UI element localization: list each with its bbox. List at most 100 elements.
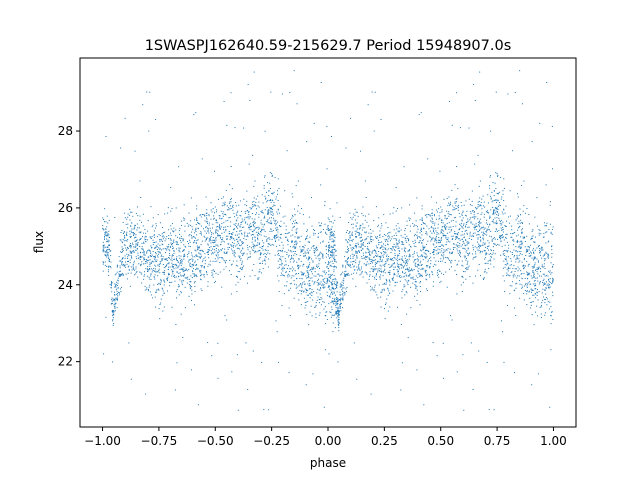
scatter-point xyxy=(331,306,333,308)
scatter-point xyxy=(527,265,529,267)
scatter-point xyxy=(178,294,180,296)
scatter-point xyxy=(295,247,297,249)
scatter-point xyxy=(229,225,231,227)
scatter-point xyxy=(149,259,151,261)
scatter-point xyxy=(170,242,172,244)
scatter-point xyxy=(532,229,534,231)
scatter-point xyxy=(194,274,196,276)
scatter-point xyxy=(535,268,537,270)
scatter-point xyxy=(471,239,473,240)
scatter-point xyxy=(242,220,244,222)
scatter-point xyxy=(224,261,226,263)
scatter-point xyxy=(128,342,130,344)
scatter-point xyxy=(405,291,407,293)
scatter-point xyxy=(183,267,185,269)
scatter-point xyxy=(491,253,493,255)
scatter-point xyxy=(126,218,128,220)
scatter-point xyxy=(309,311,311,313)
scatter-point xyxy=(248,214,250,216)
scatter-point xyxy=(379,257,381,259)
scatter-point xyxy=(313,234,315,236)
scatter-point xyxy=(332,251,334,253)
scatter-point xyxy=(159,247,161,249)
scatter-point xyxy=(106,249,108,251)
scatter-point xyxy=(467,218,469,220)
scatter-point xyxy=(424,271,426,273)
scatter-point xyxy=(267,222,269,224)
scatter-point xyxy=(455,92,457,94)
scatter-point xyxy=(447,237,449,239)
scatter-point xyxy=(328,262,330,264)
scatter-point xyxy=(119,288,121,290)
scatter-point xyxy=(301,285,303,287)
scatter-point xyxy=(422,255,424,257)
scatter-point xyxy=(426,266,428,268)
scatter-point xyxy=(537,292,539,294)
scatter-point xyxy=(442,229,444,231)
scatter-point xyxy=(354,219,356,221)
scatter-point xyxy=(319,231,321,233)
scatter-point xyxy=(191,289,193,291)
scatter-point xyxy=(334,288,336,290)
scatter-point xyxy=(336,283,338,285)
scatter-point xyxy=(132,250,134,252)
scatter-point xyxy=(503,209,505,211)
scatter-point xyxy=(404,249,406,251)
scatter-point xyxy=(537,273,539,275)
scatter-point xyxy=(127,272,129,274)
scatter-point xyxy=(170,225,172,227)
scatter-point xyxy=(547,283,549,285)
scatter-point xyxy=(217,256,219,258)
scatter-point xyxy=(314,306,316,308)
scatter-point xyxy=(213,282,215,284)
scatter-point xyxy=(139,246,141,248)
scatter-point xyxy=(319,275,321,277)
scatter-point xyxy=(147,269,149,271)
scatter-point xyxy=(186,241,188,243)
scatter-point xyxy=(443,254,445,256)
scatter-point xyxy=(337,320,339,322)
scatter-point xyxy=(437,241,439,243)
scatter-point xyxy=(162,288,164,290)
scatter-point xyxy=(129,219,131,221)
scatter-point xyxy=(531,231,533,233)
scatter-point xyxy=(118,287,119,289)
scatter-point xyxy=(527,250,529,252)
scatter-point xyxy=(335,286,337,288)
scatter-point xyxy=(318,273,320,275)
scatter-point xyxy=(349,265,351,267)
scatter-point xyxy=(369,252,370,254)
scatter-point xyxy=(303,272,305,274)
scatter-point xyxy=(229,236,231,238)
scatter-point xyxy=(474,228,476,230)
scatter-point xyxy=(455,205,457,207)
scatter-point xyxy=(240,267,242,269)
scatter-point xyxy=(221,286,223,288)
scatter-point xyxy=(280,220,282,222)
scatter-point xyxy=(472,232,474,234)
scatter-point xyxy=(418,241,420,243)
scatter-point xyxy=(436,272,438,274)
scatter-point xyxy=(117,277,119,279)
scatter-point xyxy=(414,212,416,214)
scatter-point xyxy=(379,276,381,278)
scatter-point xyxy=(496,222,498,224)
scatter-point xyxy=(200,225,202,227)
scatter-point xyxy=(372,260,374,262)
scatter-point xyxy=(380,271,382,273)
scatter-point xyxy=(506,241,508,243)
scatter-point xyxy=(284,285,286,287)
scatter-point xyxy=(397,260,399,262)
scatter-point xyxy=(511,251,513,253)
scatter-point xyxy=(521,229,523,231)
scatter-point xyxy=(203,274,205,276)
scatter-point xyxy=(261,361,263,363)
scatter-point xyxy=(104,251,106,253)
scatter-point xyxy=(375,275,377,277)
scatter-point xyxy=(530,302,532,303)
scatter-point xyxy=(373,220,375,222)
scatter-point xyxy=(507,250,509,252)
scatter-point xyxy=(477,269,479,271)
scatter-point xyxy=(119,265,121,267)
scatter-point xyxy=(159,283,161,285)
